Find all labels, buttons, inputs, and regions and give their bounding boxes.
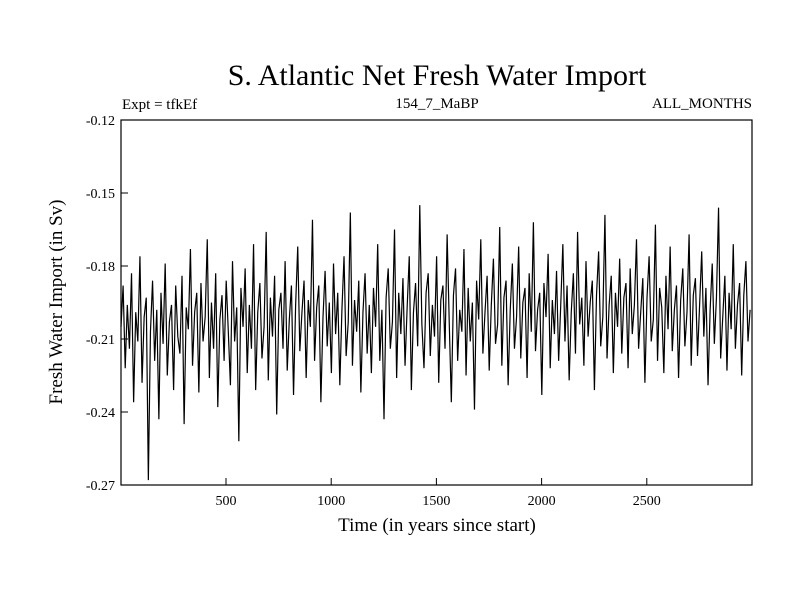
experiment-label: Expt = tfkEf: [122, 97, 197, 113]
chart-title: S. Atlantic Net Fresh Water Import: [228, 59, 647, 92]
y-tick-label: -0.21: [86, 333, 115, 348]
x-tick-label: 500: [215, 494, 236, 509]
x-tick-label: 1000: [317, 494, 345, 509]
x-axis-label: Time (in years since start): [338, 515, 536, 536]
y-axis-label: Fresh Water Import (in Sv): [46, 200, 67, 405]
y-tick-label: -0.18: [86, 260, 115, 275]
x-tick-label: 2500: [633, 494, 661, 509]
y-axis: -0.27 -0.24 -0.21 -0.18 -0.15 -0.12: [86, 114, 128, 494]
x-axis: 500 1000 1500 2000 2500: [215, 478, 661, 509]
x-tick-label: 2000: [528, 494, 556, 509]
y-tick-label: -0.27: [86, 479, 115, 494]
series-line: [120, 205, 751, 481]
y-tick-label: -0.15: [86, 187, 115, 202]
run-label: 154_7_MaBP: [395, 96, 478, 112]
y-tick-label: -0.12: [86, 114, 115, 129]
x-tick-label: 1500: [422, 494, 450, 509]
y-tick-label: -0.24: [86, 406, 115, 421]
months-label: ALL_MONTHS: [652, 96, 752, 112]
